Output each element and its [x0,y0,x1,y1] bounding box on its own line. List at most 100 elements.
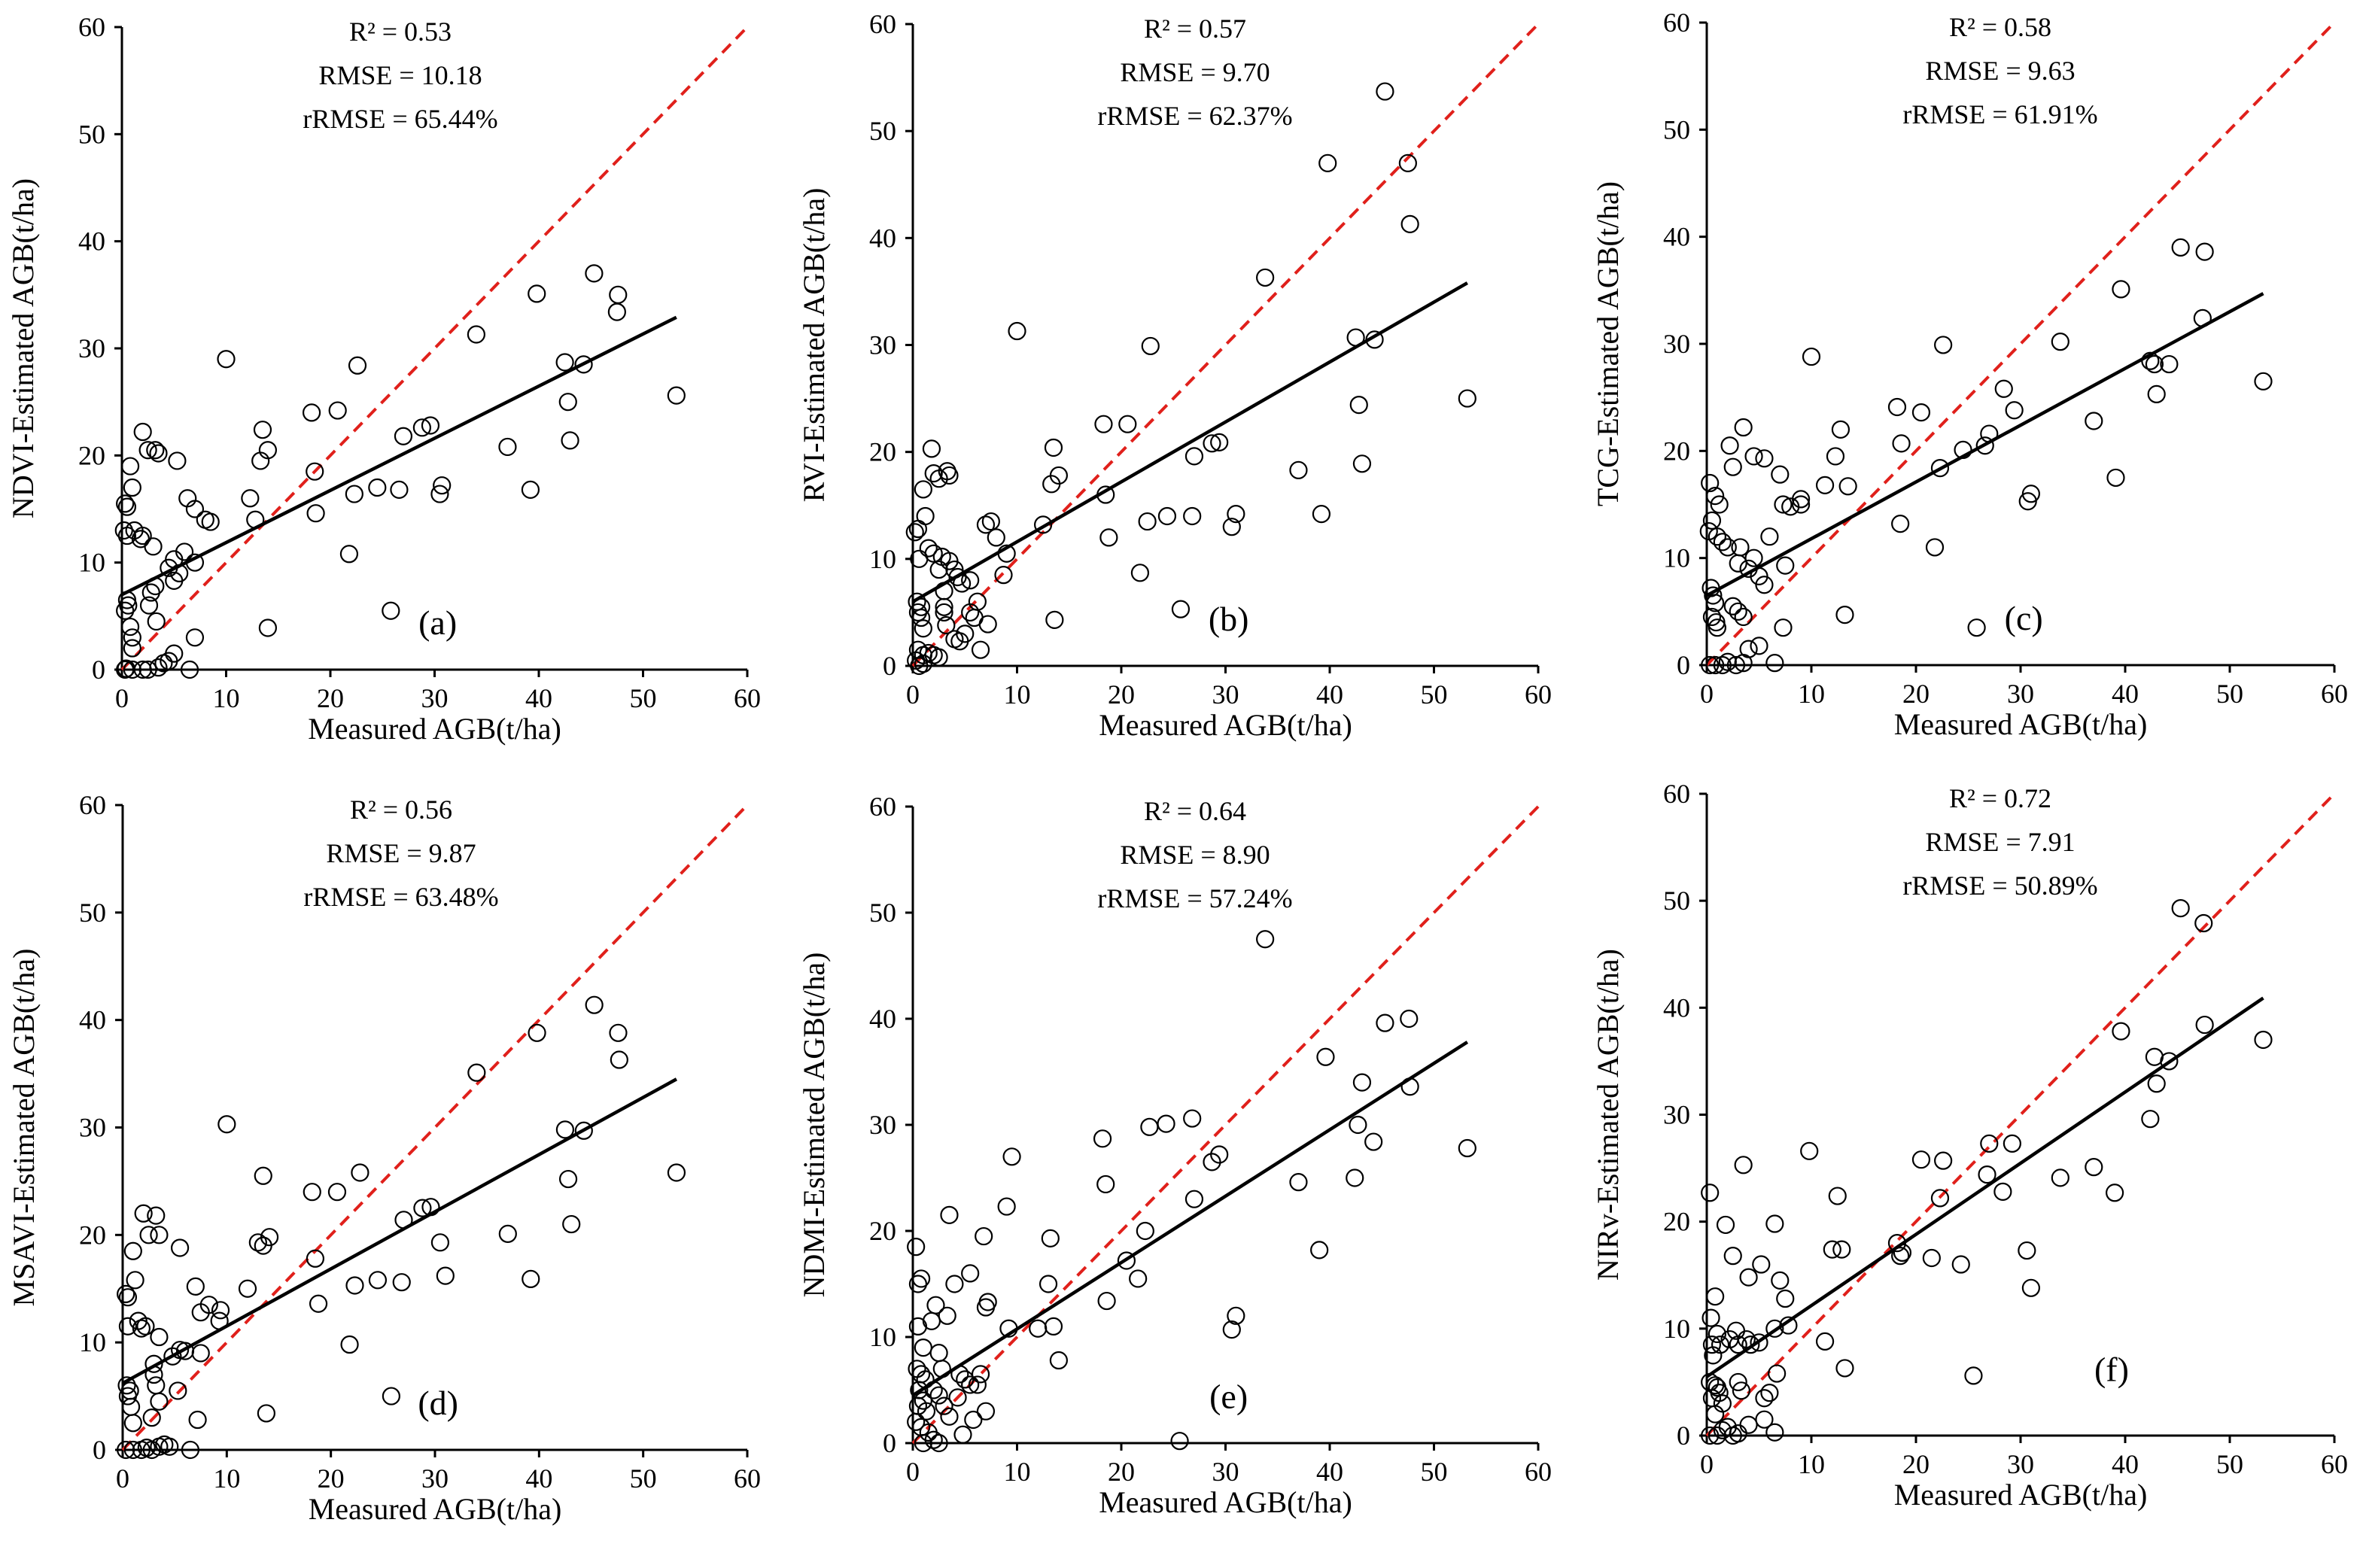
x-tick-label: 20 [1902,679,1930,709]
data-point [908,603,928,622]
data-point [1750,637,1768,655]
data-point [609,1023,628,1042]
data-point [170,1238,190,1257]
data-point [185,500,205,518]
y-tick-label: 40 [1663,992,1690,1023]
data-point [421,416,440,435]
data-point [306,504,325,523]
fit-line [121,1077,678,1385]
data-point [1184,447,1204,466]
data-point [351,1163,369,1182]
data-point [2195,242,2214,261]
stat-line: rRMSE = 50.89% [1902,871,2097,901]
data-point [117,1376,136,1395]
data-point [132,1319,151,1338]
data-point [919,539,938,558]
x-tick-label: 0 [116,1463,129,1494]
data-point [1702,511,1722,530]
data-point [258,441,277,460]
data-point [1752,1255,1771,1274]
data-point [971,640,990,659]
stat-line: RMSE = 9.63 [1925,56,2075,86]
data-point [412,418,431,437]
y-tick-label: 20 [869,437,896,467]
data-point [1891,1247,1910,1266]
one-to-one-line [911,23,1540,667]
data-point [199,1296,218,1314]
data-point [1792,490,1811,509]
data-point [929,1344,948,1363]
data-point [916,506,935,526]
y-tick-label: 10 [1663,543,1690,573]
data-point [2194,913,2213,933]
data-point [2147,1074,2166,1093]
data-point [1706,655,1725,675]
y-axis-title: NDMI-Estimated AGB(t/ha) [797,953,831,1298]
data-point [1349,396,1368,415]
data-point [1729,554,1747,573]
data-point [1993,1182,2012,1201]
y-tick-label: 0 [883,1428,896,1458]
data-point [180,660,199,679]
y-tick-label: 20 [1663,1207,1690,1237]
data-point [610,1050,628,1069]
data-point [1739,1268,1758,1287]
data-point [1887,397,1907,417]
y-tick-label: 0 [1677,650,1690,680]
one-to-one-line [120,26,749,671]
data-point [1701,1184,1720,1202]
x-tick-label: 0 [1700,1449,1714,1479]
data-point [1312,505,1331,524]
x-tick-label: 0 [906,1457,920,1487]
data-point [1704,1346,1723,1365]
chart-panel-a: 00 10 10 20 20 30 30 40 40 50 50 60 60 Measured AGB(t… [6,12,761,746]
data-point [1129,1269,1148,1288]
chart-panel-b: 00 10 10 20 20 30 30 40 40 50 50 60 60 Measured AGB(t… [797,9,1552,742]
data-point [975,1226,993,1246]
data-point [498,437,517,457]
data-point [978,1293,997,1311]
data-point [238,1279,257,1298]
x-tick-label: 60 [734,1463,761,1494]
data-point [1045,610,1064,629]
y-axis-title: NIRv-Estimated AGB(t/ha) [1591,949,1625,1281]
data-point [961,1264,980,1283]
data-point [2005,401,2024,420]
data-point [2141,1110,2160,1129]
data-point [1792,495,1811,514]
data-point [116,601,135,620]
data-point [1838,477,1857,496]
data-point [914,1338,932,1357]
fit-line [911,281,1468,603]
data-point [390,480,409,499]
data-point [1256,930,1275,949]
data-point [430,485,449,503]
data-point [976,1402,996,1421]
data-point [1094,415,1113,433]
data-point [1815,1332,1835,1351]
data-point [911,608,931,628]
data-point [302,403,321,422]
data-point [1922,1248,1941,1268]
data-point [120,617,140,637]
y-tick-label: 40 [869,223,896,253]
data-point [917,1402,936,1421]
x-tick-label: 40 [525,1463,552,1494]
data-point [907,1238,926,1257]
data-point [1117,1251,1136,1270]
data-point [911,1269,931,1288]
data-point [935,603,953,622]
data-point [1349,1115,1367,1135]
x-tick-label: 40 [2112,1449,2139,1479]
data-point [1765,1423,1784,1442]
data-point [1964,1366,1983,1385]
data-point [1044,438,1063,457]
data-point [327,1183,347,1202]
data-point [961,571,980,590]
x-tick-label: 50 [1421,1457,1448,1487]
y-tick-label: 60 [1663,779,1690,809]
y-tick-label: 30 [869,330,896,360]
data-point [1138,512,1157,531]
data-point [1708,1324,1726,1344]
data-point [1765,654,1784,673]
